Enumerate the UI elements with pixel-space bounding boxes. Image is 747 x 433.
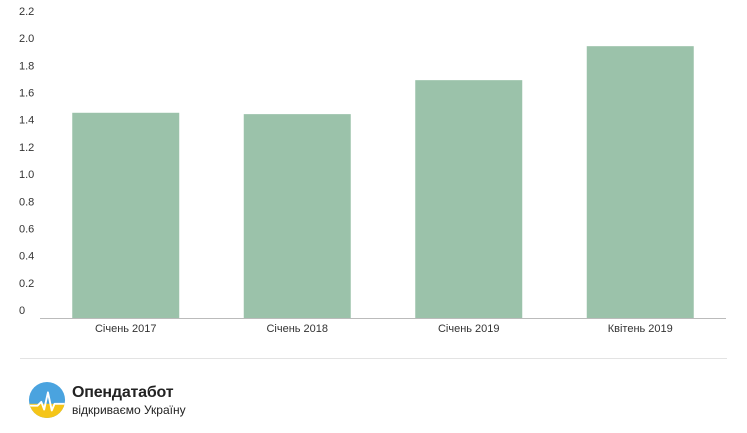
y-tick-label: 0.6 [19, 223, 34, 235]
bars [72, 46, 694, 319]
y-tick-label: 0.8 [19, 196, 34, 208]
y-tick-label: 2.2 [19, 6, 34, 18]
bar [586, 46, 694, 318]
brand-name: Опендатабот [72, 383, 174, 401]
x-tick-label: Січень 2019 [438, 323, 500, 335]
x-axis-labels: Січень 2017 Січень 2018 Січень 2019 Квітень… [95, 323, 673, 335]
bar-chart: 0 0.2 0.4 0.6 0.8 1.0 1.2 1.4 1.6 1.8 2.0 2.2 Січен… [19, 6, 726, 335]
footer-divider [20, 358, 727, 359]
bar [72, 112, 180, 318]
y-tick-label: 1.4 [19, 115, 34, 127]
y-tick-label: 0.4 [19, 251, 34, 263]
brand-tagline: відкриваємо Україну [72, 402, 186, 417]
y-tick-label: 2.0 [19, 33, 34, 45]
x-tick-label: Січень 2018 [266, 323, 328, 335]
y-tick-label: 0 [19, 305, 25, 317]
bar [243, 114, 351, 319]
y-axis-ticks: 0 0.2 0.4 0.6 0.8 1.0 1.2 1.4 1.6 1.8 2.0 2.2 [19, 6, 34, 317]
y-tick-label: 1.8 [19, 60, 34, 72]
x-tick-label: Квітень 2019 [608, 323, 673, 335]
y-tick-label: 1.2 [19, 142, 34, 154]
brand-logo[interactable]: Опендатабот відкриваємо Україну [28, 381, 186, 419]
opendatabot-logo-icon [28, 381, 66, 419]
y-tick-label: 1.6 [19, 88, 34, 100]
x-tick-label: Січень 2017 [95, 323, 157, 335]
bar [415, 80, 523, 318]
y-tick-label: 0.2 [19, 278, 34, 290]
y-tick-label: 1.0 [19, 169, 34, 181]
